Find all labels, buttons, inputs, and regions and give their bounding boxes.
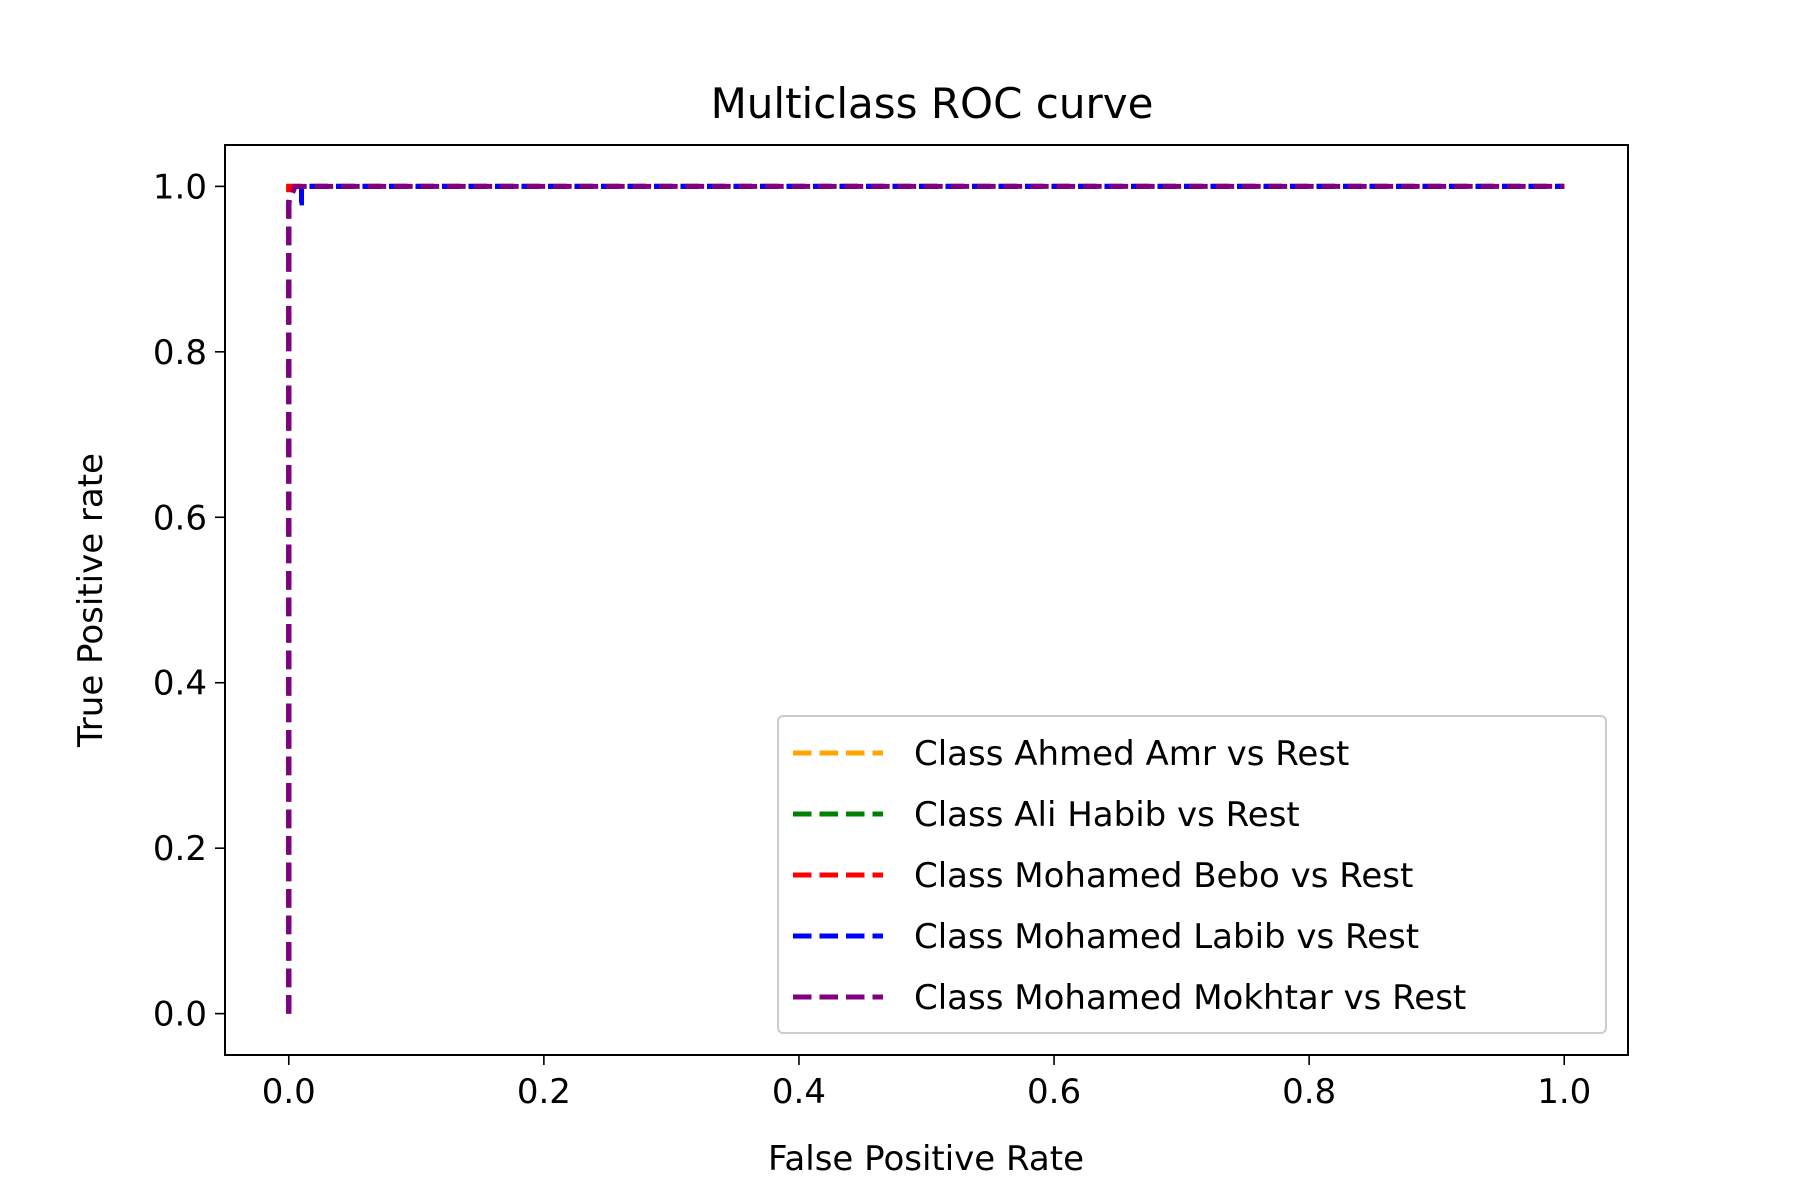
legend: Class Ahmed Amr vs Rest Class Ali Habib v… [777,715,1607,1034]
x-tick-label: 0.4 [772,1072,826,1112]
legend-entries: Class Ahmed Amr vs Rest Class Ali Habib v… [793,734,1466,1018]
x-ticks: 0.0 0.2 0.4 0.6 0.8 1.0 [262,1055,1591,1112]
series-line-5 [286,183,1565,1014]
y-tick-label: 0.4 [153,664,207,704]
legend-label-1: Class Ahmed Amr vs Rest [914,734,1349,774]
y-tick-label: 0.8 [153,333,207,373]
y-tick-label: 0.2 [153,829,207,869]
y-tick-label: 0.0 [153,995,207,1035]
y-axis-label: True Positive rate [71,453,111,748]
series-layer [286,183,1565,1014]
y-tick-label: 1.0 [153,167,207,207]
x-tick-label: 1.0 [1537,1072,1591,1112]
x-tick-label: 0.8 [1282,1072,1336,1112]
x-tick-label: 0.0 [262,1072,316,1112]
chart-title: Multiclass ROC curve [711,79,1154,128]
y-tick-label: 0.6 [153,498,207,538]
legend-label-2: Class Ali Habib vs Rest [914,795,1300,835]
y-ticks: 0.0 0.2 0.4 0.6 0.8 1.0 [153,167,225,1035]
legend-label-3: Class Mohamed Bebo vs Rest [914,856,1413,896]
plot-frame [224,144,1629,1056]
x-axis-label: False Positive Rate [768,1139,1084,1179]
x-tick-label: 0.2 [517,1072,571,1112]
legend-box [777,715,1607,1034]
legend-label-5: Class Mohamed Mokhtar vs Rest [914,978,1466,1018]
legend-label-4: Class Mohamed Labib vs Rest [914,917,1419,957]
x-tick-label: 0.6 [1027,1072,1081,1112]
